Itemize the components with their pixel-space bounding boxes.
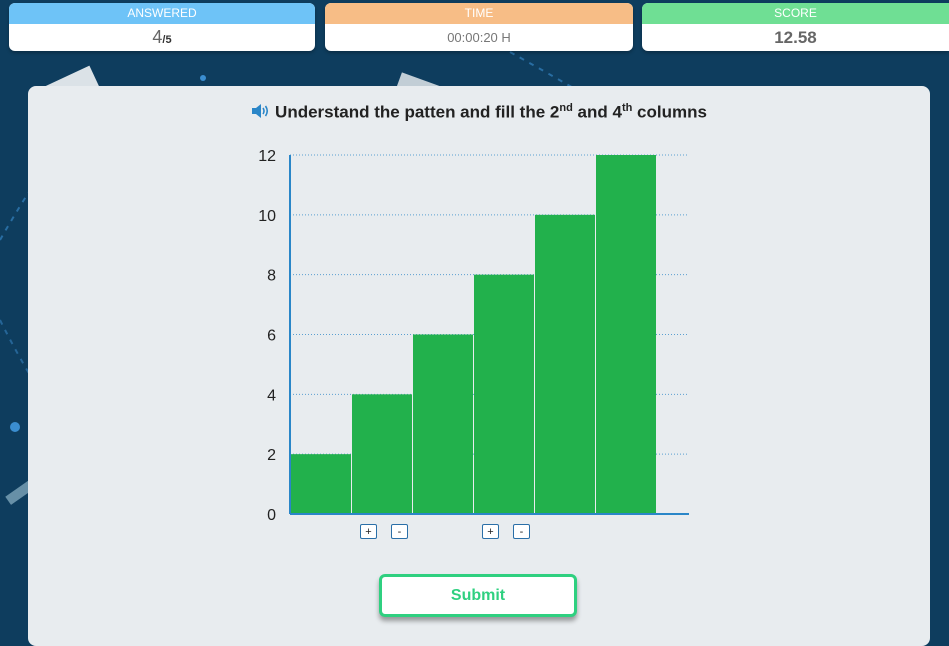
column-2-minus-button[interactable]: - (391, 524, 408, 539)
column-4-minus-button[interactable]: - (513, 524, 530, 539)
score-card: SCORE 12.58 (642, 3, 949, 51)
time-value-wrap: 00:00:20 H (325, 24, 633, 51)
answered-card: ANSWERED 4/5 (9, 3, 315, 51)
time-card: TIME 00:00:20 H (325, 3, 633, 51)
y-tick-label: 6 (267, 328, 276, 345)
question-text-a: Understand the patten and fill the 2 (275, 102, 560, 122)
submit-button[interactable]: Submit (379, 574, 577, 617)
bar-6 (596, 155, 656, 514)
answered-label: ANSWERED (9, 3, 315, 24)
bar-1 (291, 454, 351, 514)
column-4-plus-button[interactable]: + (482, 524, 499, 539)
bar-5 (535, 214, 595, 515)
answered-value: 4/5 (9, 24, 315, 51)
y-tick-label: 2 (267, 447, 276, 464)
column-2-plus-button[interactable]: + (360, 524, 377, 539)
question-text-c: columns (632, 102, 707, 122)
question-panel: Understand the patten and fill the 2nd a… (28, 86, 930, 646)
score-label: SCORE (642, 3, 949, 24)
bar-chart: 0 2 4 6 8 10 12 (258, 148, 689, 524)
question-sup-b: th (621, 102, 633, 114)
question-text: Understand the patten and fill the 2nd a… (28, 102, 930, 124)
time-label: TIME (325, 3, 633, 24)
speaker-icon[interactable] (251, 103, 271, 124)
y-tick-label: 12 (258, 148, 276, 165)
bar-3 (413, 334, 473, 514)
y-tick-label: 4 (267, 387, 276, 404)
answered-total: /5 (162, 34, 172, 46)
y-tick-label: 0 (267, 507, 276, 524)
question-sup-a: nd (559, 102, 573, 114)
bar-2 (352, 394, 412, 514)
score-value: 12.58 (774, 28, 817, 47)
time-value: 00:00:20 H (447, 30, 511, 45)
y-tick-label: 10 (258, 208, 276, 225)
question-text-b: and 4 (572, 102, 622, 122)
bar-4 (474, 274, 534, 514)
y-tick-label: 8 (267, 268, 276, 285)
score-value-wrap: 12.58 (642, 24, 949, 51)
answered-count: 4 (152, 27, 163, 47)
